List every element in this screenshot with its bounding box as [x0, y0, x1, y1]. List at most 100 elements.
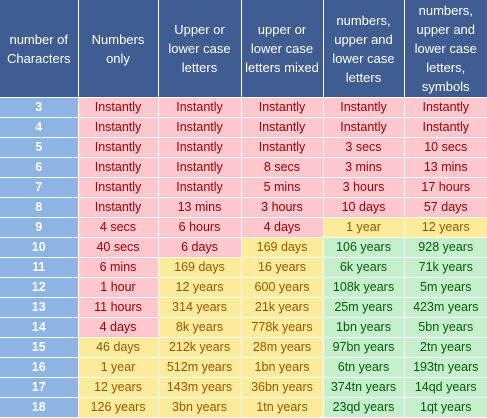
crack-time-cell: 46 days — [78, 337, 159, 358]
crack-time-cell: 12 years — [158, 277, 242, 298]
table-header: number of Characters Numbers only Upper … — [0, 0, 487, 98]
table-row: 12 1 hour 12 years 600 years 108k years 5m ye… — [0, 277, 487, 298]
crack-time-cell: 126 years — [78, 397, 159, 418]
crack-time-cell: Instantly — [241, 117, 324, 138]
crack-time-cell: 423m years — [404, 297, 487, 318]
table-row: 18 126 years 3bn years 1tn years 23qd years 1… — [0, 397, 487, 418]
table-row: 4 Instantly Instantly Instantly Instantly Ins… — [0, 117, 487, 138]
table-row: 8 Instantly 13 mins 3 hours 10 days 57 days — [0, 197, 487, 218]
crack-time-cell: 23qd years — [323, 397, 405, 418]
crack-time-cell: Instantly — [323, 97, 405, 118]
crack-time-cell: 6 hours — [158, 217, 242, 238]
crack-time-cell: 25m years — [323, 297, 405, 318]
crack-time-cell: Instantly — [404, 97, 487, 118]
crack-time-cell: 10 secs — [404, 137, 487, 158]
crack-time-cell: Instantly — [158, 177, 242, 198]
crack-time-cell: 3bn years — [158, 397, 242, 418]
crack-time-cell: 8k years — [158, 317, 242, 338]
character-count-cell: 4 — [0, 117, 79, 138]
character-count-cell: 17 — [0, 377, 79, 398]
crack-time-cell: 1bn years — [323, 317, 405, 338]
crack-time-cell: 1qt years — [404, 397, 487, 418]
crack-time-cell: 314 years — [158, 297, 242, 318]
crack-time-cell: 16 years — [241, 257, 324, 278]
table-row: 10 40 secs 6 days 169 days 106 years 928 year… — [0, 237, 487, 258]
table-row: 16 1 year 512m years 1bn years 6tn years 193t… — [0, 357, 487, 378]
crack-time-cell: 13 mins — [404, 157, 487, 178]
header-numbers-mixed-case-symbols: numbers, upper and lower case letters, s… — [404, 0, 487, 98]
table-row: 15 46 days 212k years 28m years 97bn years 2t… — [0, 337, 487, 358]
crack-time-cell: 1tn years — [241, 397, 324, 418]
crack-time-cell: Instantly — [158, 97, 242, 118]
table-row: 3 Instantly Instantly Instantly Instantly Ins… — [0, 97, 487, 118]
crack-time-cell: 193tn years — [404, 357, 487, 378]
crack-time-cell: Instantly — [241, 97, 324, 118]
crack-time-cell: 28m years — [241, 337, 324, 358]
crack-time-cell: 1 hour — [78, 277, 159, 298]
crack-time-cell: 1 year — [78, 357, 159, 378]
crack-time-cell: Instantly — [158, 137, 242, 158]
character-count-cell: 8 — [0, 197, 79, 218]
crack-time-cell: 169 days — [241, 237, 324, 258]
crack-time-cell: Instantly — [158, 117, 242, 138]
character-count-cell: 5 — [0, 137, 79, 158]
crack-time-cell: 169 days — [158, 257, 242, 278]
crack-time-cell: Instantly — [158, 157, 242, 178]
table-body: 3 Instantly Instantly Instantly Instantly Ins… — [0, 97, 487, 418]
crack-time-cell: 6k years — [323, 257, 405, 278]
crack-time-cell: 5 mins — [241, 177, 324, 198]
crack-time-cell: Instantly — [78, 177, 159, 198]
character-count-cell: 12 — [0, 277, 79, 298]
crack-time-cell: 143m years — [158, 377, 242, 398]
crack-time-cell: 36bn years — [241, 377, 324, 398]
crack-time-cell: 928 years — [404, 237, 487, 258]
table-row: 14 4 days 8k years 778k years 1bn years 5bn y… — [0, 317, 487, 338]
crack-time-cell: 212k years — [158, 337, 242, 358]
crack-time-cell: 3 hours — [323, 177, 405, 198]
crack-time-cell: Instantly — [78, 137, 159, 158]
table-row: 7 Instantly Instantly 5 mins 3 hours 17 hours — [0, 177, 487, 198]
header-numbers-only: Numbers only — [78, 0, 159, 98]
crack-time-cell: 108k years — [323, 277, 405, 298]
crack-time-cell: 21k years — [241, 297, 324, 318]
table-row: 17 12 years 143m years 36bn years 374tn year… — [0, 377, 487, 398]
table-row: 13 11 hours 314 years 21k years 25m years 423… — [0, 297, 487, 318]
character-count-cell: 13 — [0, 297, 79, 318]
crack-time-cell: 778k years — [241, 317, 324, 338]
header-upper-or-lower-case: Upper or lower case letters — [158, 0, 242, 98]
crack-time-cell: 3 mins — [323, 157, 405, 178]
header-numbers-mixed-case: numbers, upper and lower case letters — [323, 0, 405, 98]
character-count-cell: 11 — [0, 257, 79, 278]
table-row: 11 6 mins 169 days 16 years 6k years 71k year… — [0, 257, 487, 278]
crack-time-cell: 5m years — [404, 277, 487, 298]
table-row: 6 Instantly Instantly 8 secs 3 mins 13 mins — [0, 157, 487, 178]
header-row: number of Characters Numbers only Upper … — [0, 0, 487, 98]
crack-time-cell: 97bn years — [323, 337, 405, 358]
crack-time-cell: 6 mins — [78, 257, 159, 278]
crack-time-cell: 3 secs — [323, 137, 405, 158]
table-row: 5 Instantly Instantly Instantly 3 secs 10 sec… — [0, 137, 487, 158]
crack-time-cell: 40 secs — [78, 237, 159, 258]
crack-time-cell: 1bn years — [241, 357, 324, 378]
crack-time-cell: 1 year — [323, 217, 405, 238]
character-count-cell: 16 — [0, 357, 79, 378]
crack-time-cell: 374tn years — [323, 377, 405, 398]
character-count-cell: 3 — [0, 97, 79, 118]
crack-time-cell: 5bn years — [404, 317, 487, 338]
crack-time-cell: 4 secs — [78, 217, 159, 238]
crack-time-cell: 12 years — [404, 217, 487, 238]
crack-time-cell: 11 hours — [78, 297, 159, 318]
crack-time-cell: Instantly — [78, 197, 159, 218]
crack-time-cell: 8 secs — [241, 157, 324, 178]
crack-time-cell: Instantly — [78, 117, 159, 138]
character-count-cell: 14 — [0, 317, 79, 338]
crack-time-cell: 6 days — [158, 237, 242, 258]
character-count-cell: 6 — [0, 157, 79, 178]
crack-time-cell: 14qd years — [404, 377, 487, 398]
character-count-cell: 18 — [0, 397, 79, 418]
crack-time-cell: Instantly — [323, 117, 405, 138]
header-number-of-characters: number of Characters — [0, 0, 79, 98]
character-count-cell: 7 — [0, 177, 79, 198]
crack-time-cell: 10 days — [323, 197, 405, 218]
